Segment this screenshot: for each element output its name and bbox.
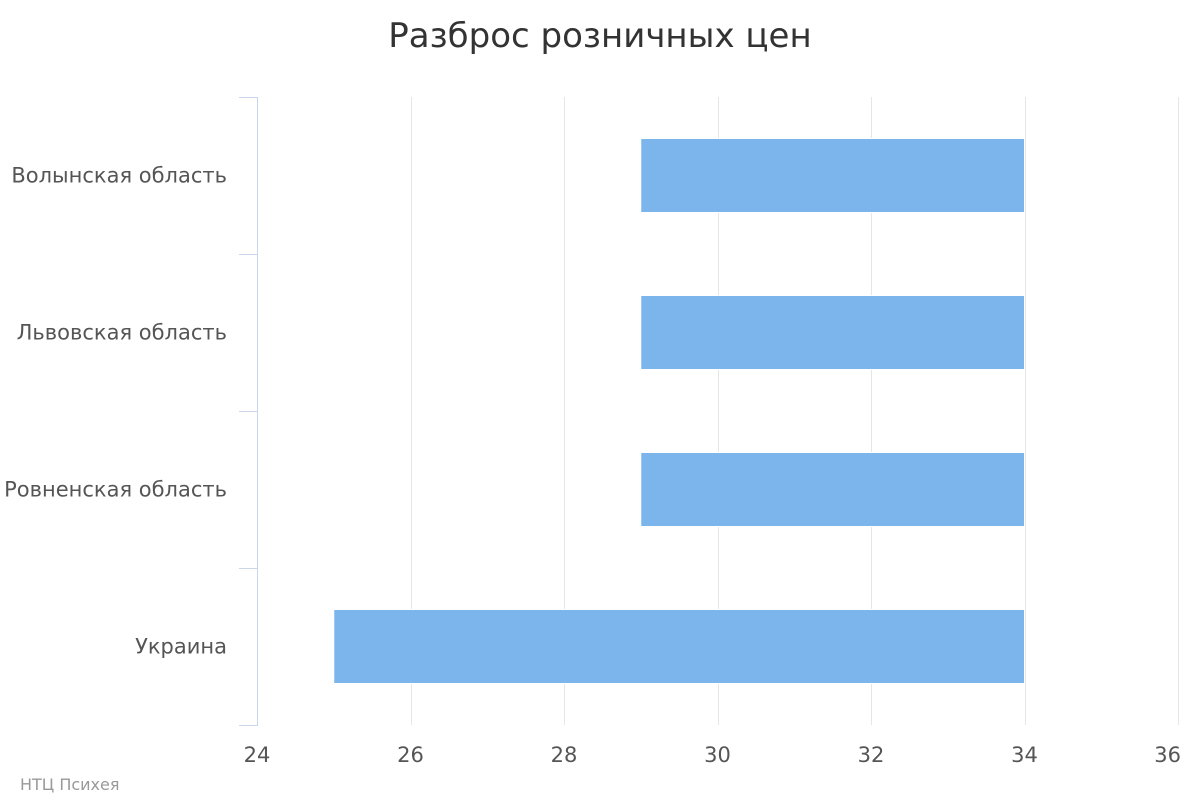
category-axis	[239, 97, 258, 726]
x-tick-label: 24	[244, 743, 271, 767]
category-labels: Волынская область Львовская область Ровнен…	[4, 164, 227, 659]
category-label: Ровненская область	[4, 478, 227, 502]
category-label: Украина	[135, 635, 227, 659]
bars	[333, 138, 1025, 684]
category-label: Волынская область	[11, 164, 227, 188]
bar-2[interactable]	[640, 295, 1025, 370]
x-tick-label: 28	[551, 743, 578, 767]
chart-title: Разброс розничных цен	[388, 16, 811, 56]
credits-label: НТЦ Психея	[20, 775, 119, 794]
x-tick-label: 26	[397, 743, 424, 767]
category-label: Львовская область	[17, 321, 227, 345]
x-tick-label: 36	[1154, 743, 1181, 767]
bar-1[interactable]	[640, 138, 1025, 213]
x-tick-label: 30	[704, 743, 731, 767]
x-tick-label: 32	[858, 743, 885, 767]
bar-3[interactable]	[640, 452, 1025, 527]
x-tick-label: 34	[1011, 743, 1038, 767]
bar-4[interactable]	[333, 609, 1025, 684]
x-axis-tick-labels: 24 26 28 30 32 34 36	[244, 743, 1181, 767]
